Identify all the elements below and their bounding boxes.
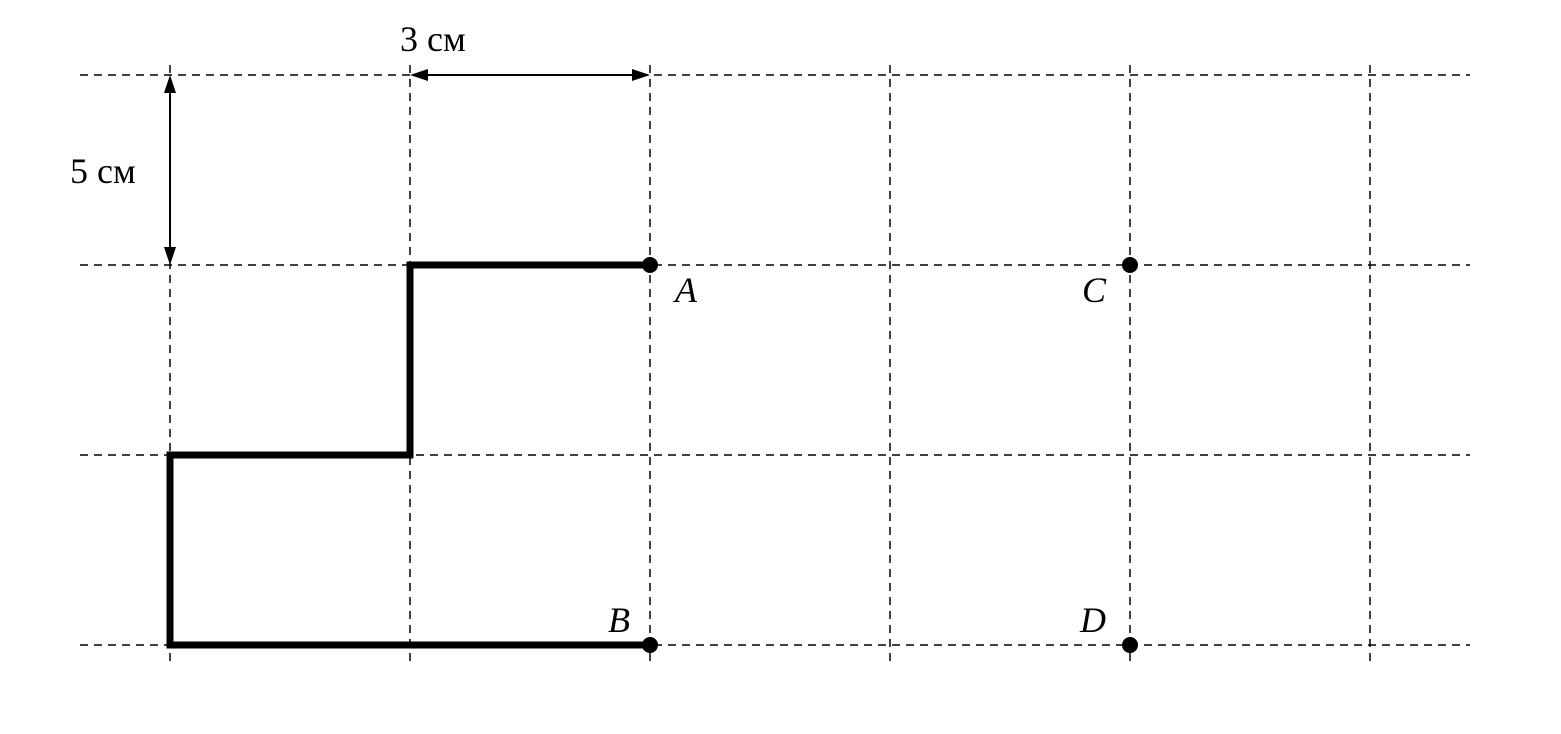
dim-arrow-horizontal: [410, 69, 650, 81]
point-B: [642, 637, 658, 653]
diagram-svg: [0, 0, 1561, 734]
point-label-D: D: [1080, 599, 1106, 641]
point-D: [1122, 637, 1138, 653]
point-label-B: B: [608, 599, 630, 641]
point-A: [642, 257, 658, 273]
dim-label-horizontal: 3 см: [400, 18, 466, 60]
point-label-A: A: [675, 269, 697, 311]
diagram-container: 3 см 5 см A B C D: [0, 0, 1561, 734]
dim-arrow-vertical: [164, 75, 176, 265]
dim-label-vertical: 5 см: [70, 150, 136, 192]
point-label-C: C: [1082, 269, 1106, 311]
point-C: [1122, 257, 1138, 273]
